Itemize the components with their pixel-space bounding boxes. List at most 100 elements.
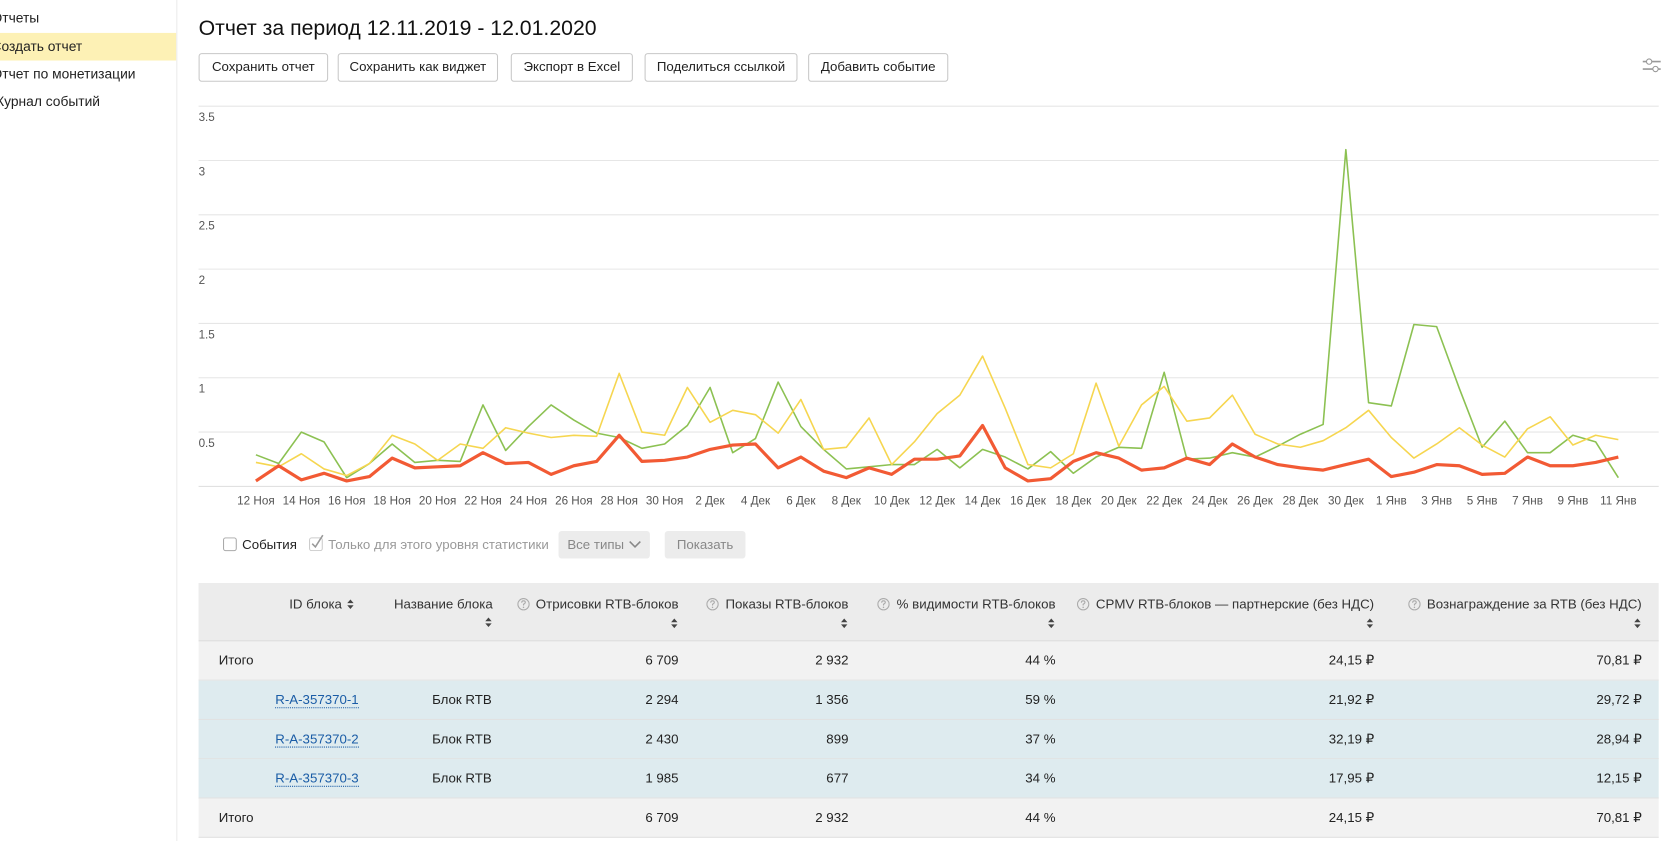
table-row: R-A-357370-2 Блок RTB 2 430 899 37 % 32,19 ₽ 2…: [198, 719, 1659, 760]
sort-icon[interactable]: [840, 618, 848, 629]
y-tick-label: 1: [199, 383, 206, 396]
sort-wrap: [1391, 617, 1642, 630]
help-icon[interactable]: [877, 598, 891, 611]
x-tick-label: 26 Ноя: [555, 494, 592, 507]
checkbox-label[interactable]: Только для этого уровня статистики: [328, 537, 549, 553]
x-tick-label: 28 Ноя: [600, 494, 637, 507]
total-label: Итого: [218, 653, 254, 668]
dropdown[interactable]: Все типы: [558, 530, 650, 559]
button[interactable]: Показать: [664, 530, 746, 559]
x-tick-label: 6 Дек: [786, 494, 816, 507]
column-title[interactable]: CPMV RTB-блоков — партнерские (без НДС): [1095, 596, 1375, 612]
x-tick-label: 10 Дек: [874, 494, 911, 507]
sort-icon[interactable]: [484, 617, 492, 628]
y-tick-label: 3: [199, 165, 206, 178]
sort-icon[interactable]: [1366, 618, 1374, 629]
total-row: Итого 6 709 2 932 44 % 24,15 ₽ 70,81 ₽: [198, 798, 1659, 838]
column-title[interactable]: Показы RTB-блоков: [725, 596, 849, 612]
cell: 1 985: [645, 770, 679, 786]
cell: 44 %: [1025, 653, 1056, 668]
column-title[interactable]: Отрисовки RTB-блоков: [535, 596, 679, 612]
block-link[interactable]: R-A-357370-2: [275, 731, 359, 748]
x-tick-label: 1 Янв: [1376, 494, 1407, 507]
x-tick-label: 22 Дек: [1146, 494, 1183, 507]
help-icon[interactable]: [1077, 598, 1090, 611]
table-header: ID блока Название блока Отрисовки RTB-блок…: [198, 582, 1659, 642]
settings-icon[interactable]: [1640, 57, 1661, 74]
column-title[interactable]: Название блока: [393, 596, 493, 612]
button[interactable]: Экспорт в Excel: [510, 53, 633, 82]
button[interactable]: Добавить событие: [808, 53, 949, 82]
cell: 2 932: [815, 810, 849, 826]
help-icon[interactable]: [706, 598, 719, 611]
sort-wrap: [1073, 617, 1375, 630]
x-tick-label: 14 Дек: [965, 494, 1002, 507]
column-title[interactable]: % видимости RTB-блоков: [896, 596, 1056, 612]
x-tick-label: 18 Дек: [1056, 494, 1093, 507]
y-tick-label: 2.5: [199, 220, 215, 233]
series-line: [255, 148, 1620, 479]
series-line: [255, 355, 1619, 477]
block-link[interactable]: R-A-357370-3: [275, 770, 359, 787]
checkbox[interactable]: [222, 537, 238, 552]
cell: R-A-357370-3: [199, 759, 372, 797]
column-header: % видимости RTB-блоков: [865, 583, 1072, 640]
total-label: Итого: [218, 810, 254, 826]
help-icon[interactable]: [516, 598, 530, 611]
help-icon[interactable]: [1408, 598, 1421, 611]
button[interactable]: Поделиться ссылкой: [644, 53, 798, 82]
x-tick-label: 9 Янв: [1558, 494, 1589, 507]
sort-icon[interactable]: [346, 599, 354, 610]
total-row: Итого 6 709 2 932 44 % 24,15 ₽ 70,81 ₽: [198, 641, 1659, 681]
nav-item[interactable]: Отчет по монетизации: [0, 65, 136, 82]
report-title: Отчет за период 12.11.2019 - 12.01.2020: [198, 16, 597, 41]
x-tick-label: 24 Дек: [1192, 494, 1229, 507]
cell: 37 %: [1025, 731, 1056, 747]
button[interactable]: Сохранить как виджет: [337, 53, 499, 82]
sort-wrap: [510, 617, 679, 630]
x-tick-label: 28 Дек: [1283, 494, 1320, 507]
cell: 6 709: [645, 653, 679, 668]
cell: Блок RTB: [432, 692, 492, 708]
cell: 17,95 ₽: [1328, 770, 1375, 786]
cell: R-A-357370-2: [199, 720, 372, 758]
column-title[interactable]: Вознаграждение за RTB (без НДС): [1426, 596, 1642, 612]
button[interactable]: Сохранить отчет: [198, 53, 329, 82]
checkbox[interactable]: [309, 534, 326, 552]
column-header: Отрисовки RTB-блоков: [510, 583, 696, 640]
cell: 70,81 ₽: [1596, 810, 1642, 826]
sidebar: Отчеты Создать отчет Отчет по монетизаци…: [0, 0, 178, 841]
cell: 6 709: [645, 810, 679, 826]
checkbox-label[interactable]: События: [242, 537, 297, 553]
sort-icon[interactable]: [670, 618, 678, 629]
column-title[interactable]: ID блока: [289, 596, 342, 612]
sort-icon[interactable]: [1047, 618, 1055, 629]
cell: 2 932: [815, 653, 849, 668]
x-tick-label: 16 Дек: [1010, 494, 1047, 507]
cell: 59 %: [1025, 692, 1056, 708]
y-tick-label: 2: [199, 274, 206, 287]
line-chart: 0.5 1 1.5 2 2.5 3 3.5 12 Ноя 14 Ноя 16 Ноя 18 Ноя 2…: [199, 105, 1659, 507]
x-tick-label: 20 Дек: [1101, 494, 1138, 507]
cell: 28,94 ₽: [1596, 731, 1642, 747]
table-body: Итого 6 709 2 932 44 % 24,15 ₽ 70,81 ₽ R-A-357…: [198, 641, 1659, 838]
x-tick-label: 30 Ноя: [646, 494, 683, 507]
dropdown-label: Все типы: [567, 537, 625, 553]
y-tick-label: 1.5: [199, 328, 215, 341]
nav-item[interactable]: Создать отчет: [0, 32, 177, 61]
block-link[interactable]: R-A-357370-1: [275, 692, 359, 709]
nav-item[interactable]: Отчеты: [0, 9, 40, 26]
column-header: Показы RTB-блоков: [696, 583, 866, 640]
x-tick-label: 24 Ноя: [510, 494, 547, 507]
cell: 44 %: [1025, 810, 1056, 826]
cell: [372, 641, 510, 679]
nav-item[interactable]: Журнал событий: [0, 93, 101, 110]
cell: 29,72 ₽: [1596, 692, 1642, 708]
table-row: R-A-357370-1 Блок RTB 2 294 1 356 59 % 21,92 …: [198, 680, 1659, 720]
sort-icon[interactable]: [1633, 618, 1641, 629]
cell: Блок RTB: [432, 731, 492, 747]
x-tick-label: 4 Дек: [741, 494, 771, 507]
cell: 32,19 ₽: [1328, 731, 1375, 747]
